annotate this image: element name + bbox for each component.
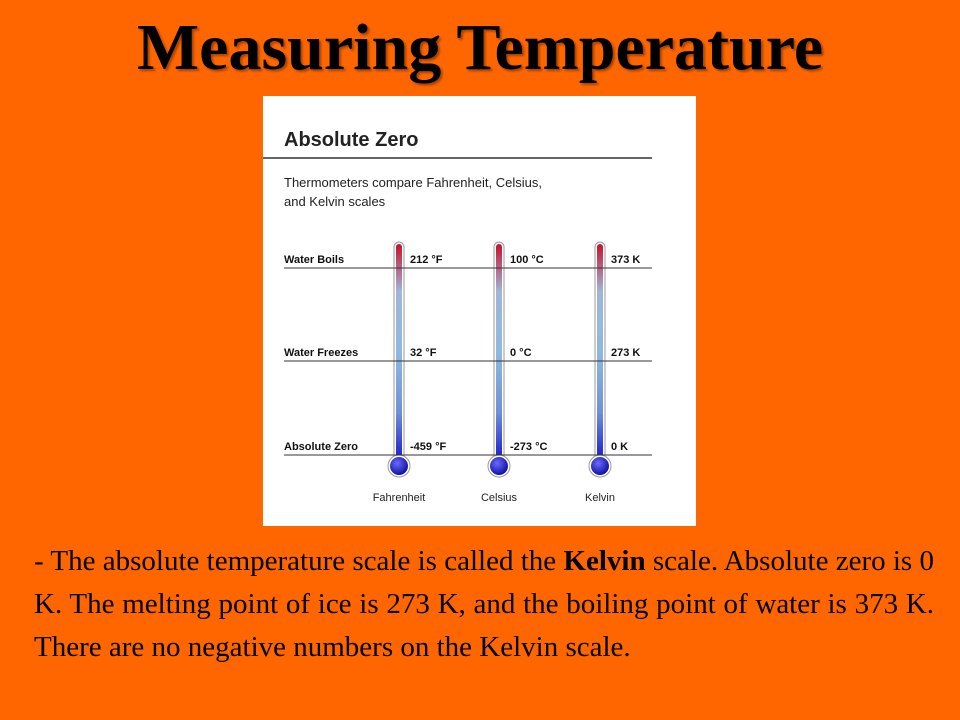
thermometer-diagram: Absolute Zero Thermometers compare Fahre…	[263, 129, 652, 504]
celsius-value: 0 °C	[510, 347, 532, 359]
kelvin-value: 0 K	[611, 441, 628, 453]
celsius-value: -273 °C	[510, 441, 547, 453]
row-water-freezes: Water Freezes 32 °F 0 °C 273 K	[284, 347, 652, 362]
body-suffix: scale. Absolute zero is 0 K. The melting…	[34, 545, 934, 663]
scale-label-celsius: Celsius	[481, 492, 518, 504]
scale-label-kelvin: Kelvin	[585, 492, 615, 504]
slide-title: Measuring Temperature	[136, 11, 824, 84]
row-water-boils: Water Boils 212 °F 100 °C 373 K	[284, 254, 652, 269]
figure-caption-line2: and Kelvin scales	[284, 194, 386, 209]
body-prefix: - The absolute temperature scale is call…	[34, 545, 564, 577]
body-paragraph: - The absolute temperature scale is call…	[34, 540, 934, 669]
figure-caption-line1: Thermometers compare Fahrenheit, Celsius…	[284, 175, 542, 190]
row-absolute-zero: Absolute Zero -459 °F -273 °C 0 K	[284, 441, 652, 456]
kelvin-value: 373 K	[611, 254, 640, 266]
fahrenheit-value: -459 °F	[410, 441, 446, 453]
fahrenheit-value: 212 °F	[410, 254, 443, 266]
kelvin-bold-word: Kelvin	[563, 545, 646, 577]
fahrenheit-thermometer	[387, 241, 411, 478]
kelvin-value: 273 K	[611, 347, 640, 359]
scale-label-fahrenheit: Fahrenheit	[373, 492, 426, 504]
celsius-thermometer	[487, 241, 511, 478]
absolute-zero-figure: Absolute Zero Thermometers compare Fahre…	[263, 96, 696, 526]
kelvin-thermometer	[588, 241, 612, 478]
celsius-value: 100 °C	[510, 254, 544, 266]
row-label: Absolute Zero	[284, 441, 358, 453]
row-label: Water Boils	[284, 254, 344, 266]
fahrenheit-value: 32 °F	[410, 347, 437, 359]
row-label: Water Freezes	[284, 347, 358, 359]
figure-title: Absolute Zero	[284, 129, 418, 151]
